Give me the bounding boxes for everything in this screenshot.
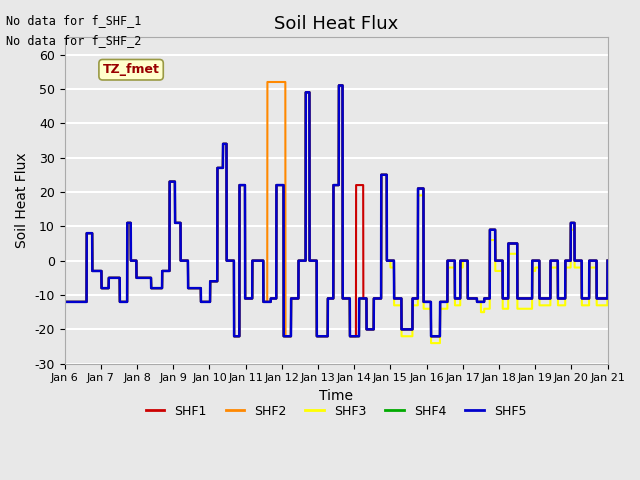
SHF5 [61, 299, 68, 305]
SHF3 [292, 296, 300, 301]
SHF1 [604, 258, 611, 264]
SHF4 [335, 83, 343, 88]
SHF5 [604, 258, 611, 264]
SHF4 [604, 258, 611, 264]
SHF3 [61, 299, 68, 305]
SHF4 [230, 334, 238, 339]
Y-axis label: Soil Heat Flux: Soil Heat Flux [15, 153, 29, 248]
SHF2 [535, 258, 543, 264]
SHF4 [61, 299, 68, 305]
SHF3 [593, 302, 601, 308]
Text: No data for f_SHF_1: No data for f_SHF_1 [6, 14, 142, 27]
Line: SHF5: SHF5 [65, 85, 607, 336]
SHF4 [535, 258, 543, 264]
SHF2 [155, 285, 163, 291]
SHF3 [335, 83, 343, 88]
SHF2 [264, 79, 271, 85]
SHF2 [593, 296, 601, 301]
SHF3 [269, 296, 276, 301]
X-axis label: Time: Time [319, 389, 353, 403]
SHF5 [335, 83, 343, 88]
SHF5 [269, 296, 277, 301]
Title: Soil Heat Flux: Soil Heat Flux [274, 15, 398, 33]
SHF1 [155, 285, 163, 291]
Line: SHF2: SHF2 [65, 82, 607, 336]
Text: No data for f_SHF_2: No data for f_SHF_2 [6, 34, 142, 47]
SHF5 [535, 258, 543, 264]
SHF2 [123, 299, 131, 305]
SHF1 [61, 299, 68, 305]
SHF4 [593, 296, 601, 301]
SHF3 [604, 258, 611, 264]
SHF4 [292, 296, 300, 301]
SHF1 [593, 296, 601, 301]
SHF3 [428, 340, 435, 346]
SHF5 [292, 296, 300, 301]
Text: TZ_fmet: TZ_fmet [102, 63, 159, 76]
SHF5 [123, 299, 131, 305]
SHF4 [269, 296, 277, 301]
SHF1 [230, 334, 238, 339]
SHF2 [230, 334, 238, 339]
SHF4 [123, 299, 131, 305]
SHF5 [593, 296, 601, 301]
SHF3 [155, 285, 163, 291]
SHF2 [604, 258, 611, 264]
SHF2 [269, 79, 277, 85]
SHF4 [155, 285, 163, 291]
SHF5 [230, 334, 238, 339]
SHF5 [155, 285, 163, 291]
SHF1 [123, 299, 131, 305]
SHF2 [61, 299, 68, 305]
Legend: SHF1, SHF2, SHF3, SHF4, SHF5: SHF1, SHF2, SHF3, SHF4, SHF5 [141, 400, 531, 423]
Line: SHF4: SHF4 [65, 85, 607, 336]
Line: SHF1: SHF1 [65, 85, 607, 336]
Line: SHF3: SHF3 [65, 85, 607, 343]
SHF1 [292, 296, 300, 301]
SHF2 [293, 296, 301, 301]
SHF1 [535, 258, 543, 264]
SHF3 [535, 264, 543, 270]
SHF1 [269, 296, 277, 301]
SHF3 [123, 299, 131, 305]
SHF1 [335, 83, 343, 88]
